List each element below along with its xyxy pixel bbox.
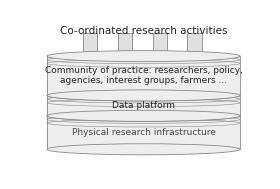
Bar xyxy=(83,33,97,93)
Polygon shape xyxy=(47,95,240,116)
Text: Physical research infrastructure: Physical research infrastructure xyxy=(72,128,215,137)
Ellipse shape xyxy=(47,110,240,121)
Polygon shape xyxy=(47,56,240,95)
Text: Data platform: Data platform xyxy=(112,101,175,110)
Text: Co-ordinated research activities: Co-ordinated research activities xyxy=(60,26,227,36)
Bar xyxy=(187,33,202,93)
Ellipse shape xyxy=(47,51,240,62)
Bar xyxy=(118,33,132,93)
Ellipse shape xyxy=(47,90,240,101)
Text: Community of practice: researchers, policy,
agencies, interest groups, farmers .: Community of practice: researchers, poli… xyxy=(45,66,242,85)
Ellipse shape xyxy=(47,110,240,121)
Polygon shape xyxy=(47,116,240,149)
Bar xyxy=(153,33,167,93)
Ellipse shape xyxy=(47,144,240,155)
Ellipse shape xyxy=(47,90,240,101)
